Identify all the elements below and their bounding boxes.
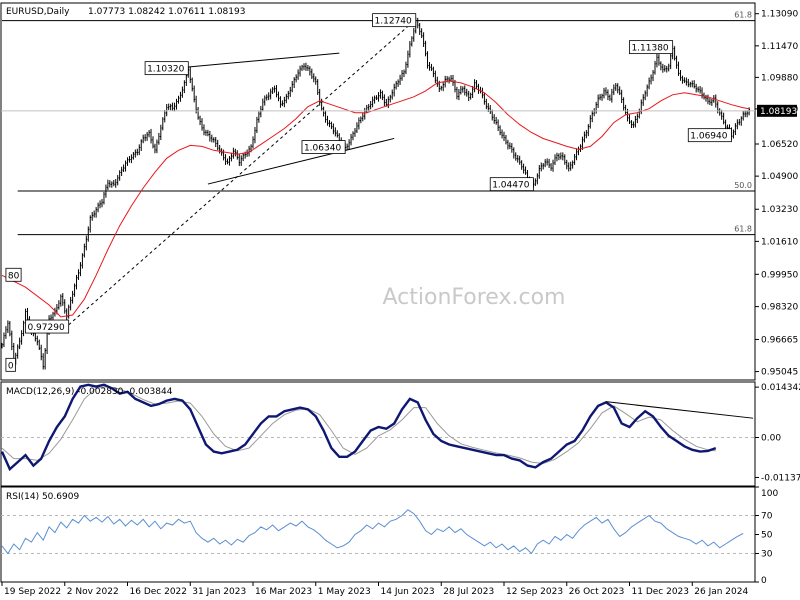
time-tick-label: 14 Jun 2023 bbox=[381, 587, 435, 597]
time-tick-label: 19 Sep 2022 bbox=[4, 587, 61, 597]
price-tick-label: 1.09880 bbox=[761, 73, 798, 83]
time-tick-label: 26 Oct 2023 bbox=[569, 587, 625, 597]
time-tick-label: 11 Dec 2023 bbox=[632, 587, 690, 597]
price-tick-label: 1.13090 bbox=[761, 10, 798, 20]
fib-level-label: 61.8 bbox=[734, 11, 752, 20]
price-annotation-label: 1.12740 bbox=[375, 17, 412, 27]
ohlc-label: 1.07773 1.08242 1.07611 1.08193 bbox=[88, 7, 245, 17]
price-tick-label: 0.96665 bbox=[761, 335, 798, 345]
price-annotation-box bbox=[372, 13, 417, 28]
rsi-tick-label: 50 bbox=[761, 531, 773, 541]
price-annotation-box bbox=[144, 61, 189, 76]
price-annotation-box bbox=[5, 267, 22, 282]
last-price-label: 1.08193 bbox=[760, 107, 797, 117]
price-tick-label: 0.99950 bbox=[761, 270, 798, 280]
macd-title: MACD(12,26,9) -0.002830 -0.003844 bbox=[6, 387, 173, 397]
price-tick-label: 0.95045 bbox=[761, 368, 798, 378]
time-tick-label: 2 Nov 2022 bbox=[67, 587, 119, 597]
time-tick-label: 12 Sep 2023 bbox=[506, 587, 563, 597]
last-price-box bbox=[757, 104, 797, 117]
time-tick-label: 31 Jan 2023 bbox=[192, 587, 246, 597]
price-annotation-box bbox=[629, 40, 674, 55]
rsi-tick-label: 0 bbox=[761, 576, 767, 586]
price-trendlines bbox=[68, 19, 417, 326]
rsi-axis: 100 70 50 30 0 bbox=[755, 486, 778, 586]
macd-panel: 0.014342 0.00 -0.011371 MACD(12,26,9) -0.0… bbox=[0, 383, 800, 483]
price-annotation-label: 1.04470 bbox=[492, 181, 529, 191]
price-annotation-label: 80 bbox=[8, 271, 20, 281]
price-tick-label: 1.06520 bbox=[761, 140, 798, 150]
dashed-trendline bbox=[68, 19, 417, 326]
price-annotation-box bbox=[5, 357, 16, 372]
macd-line bbox=[0, 383, 717, 472]
macd-trendline bbox=[605, 401, 754, 419]
price-axis: 1.130901.114701.098801.082901.065201.049… bbox=[755, 10, 798, 378]
price-tick-label: 1.03230 bbox=[761, 205, 798, 215]
last-price-marker: 1.08193 bbox=[757, 104, 797, 117]
macd-frame bbox=[0, 381, 756, 487]
price-panel: 61.8 50.0 61.8 1.10320 1.12740 1.11380 1.0634… bbox=[1, 7, 798, 378]
price-tick-label: 1.04900 bbox=[761, 172, 798, 182]
fib-level-label: 50.0 bbox=[734, 181, 752, 190]
macd-axis: 0.014342 0.00 -0.011371 bbox=[755, 383, 800, 483]
price-tick-label: 0.98320 bbox=[761, 303, 798, 313]
price-annotations: 1.10320 1.12740 1.11380 1.06340 1.04470 1.069… bbox=[5, 13, 732, 372]
rsi-tick-label: 30 bbox=[761, 550, 773, 560]
price-annotation-label: 0.97290 bbox=[27, 323, 64, 333]
watermark: ActionForex.com bbox=[383, 285, 566, 310]
price-annotation-label: 1.11380 bbox=[631, 44, 668, 54]
price-annotation-label: 1.10320 bbox=[147, 65, 184, 75]
price-annotation-box bbox=[687, 128, 732, 143]
rsi-title: RSI(14) 50.6909 bbox=[6, 492, 79, 502]
rsi-tick-label: 70 bbox=[761, 512, 773, 522]
trendline bbox=[207, 137, 395, 185]
rsi-frame bbox=[0, 486, 756, 583]
time-tick-label: 16 Mar 2023 bbox=[255, 587, 312, 597]
time-tick-label: 16 Dec 2022 bbox=[130, 587, 188, 597]
rsi-tick-label: 100 bbox=[761, 489, 778, 499]
price-annotation-label: 1.06340 bbox=[304, 144, 341, 154]
fib-level-label: 61.8 bbox=[734, 225, 752, 234]
moving-average-line bbox=[1, 80, 750, 318]
rsi-panel: 100 70 50 30 0 RSI(14) 50.6909 bbox=[1, 486, 778, 586]
rsi-line bbox=[1, 509, 744, 555]
time-tick-label: 1 May 2023 bbox=[318, 587, 371, 597]
time-axis: 19 Sep 2022 2 Nov 2022 16 Dec 2022 31 Jan 2… bbox=[1, 582, 748, 597]
price-annotation-box bbox=[301, 140, 346, 154]
symbol-label: EURUSD,Daily bbox=[6, 7, 70, 17]
macd-signal-line bbox=[1, 386, 716, 465]
price-tick-label: 1.11470 bbox=[761, 42, 798, 52]
price-candles bbox=[1, 17, 750, 370]
macd-tick-label: -0.011371 bbox=[761, 473, 800, 483]
macd-tick-label: 0.014342 bbox=[761, 383, 800, 393]
time-tick-label: 26 Jan 2024 bbox=[694, 587, 748, 597]
panel-frames bbox=[0, 2, 756, 583]
macd-tick-label: 0.00 bbox=[761, 434, 781, 444]
time-tick-label: 28 Jul 2023 bbox=[443, 587, 494, 597]
rsi-guide-lines bbox=[1, 515, 755, 554]
price-annotation-box bbox=[25, 319, 70, 334]
price-annotation-box bbox=[489, 177, 534, 192]
price-annotation-label: 1.06940 bbox=[690, 132, 727, 142]
trendline bbox=[188, 52, 340, 68]
price-tick-label: 1.01610 bbox=[761, 237, 798, 247]
price-annotation-label: 0 bbox=[8, 361, 14, 371]
